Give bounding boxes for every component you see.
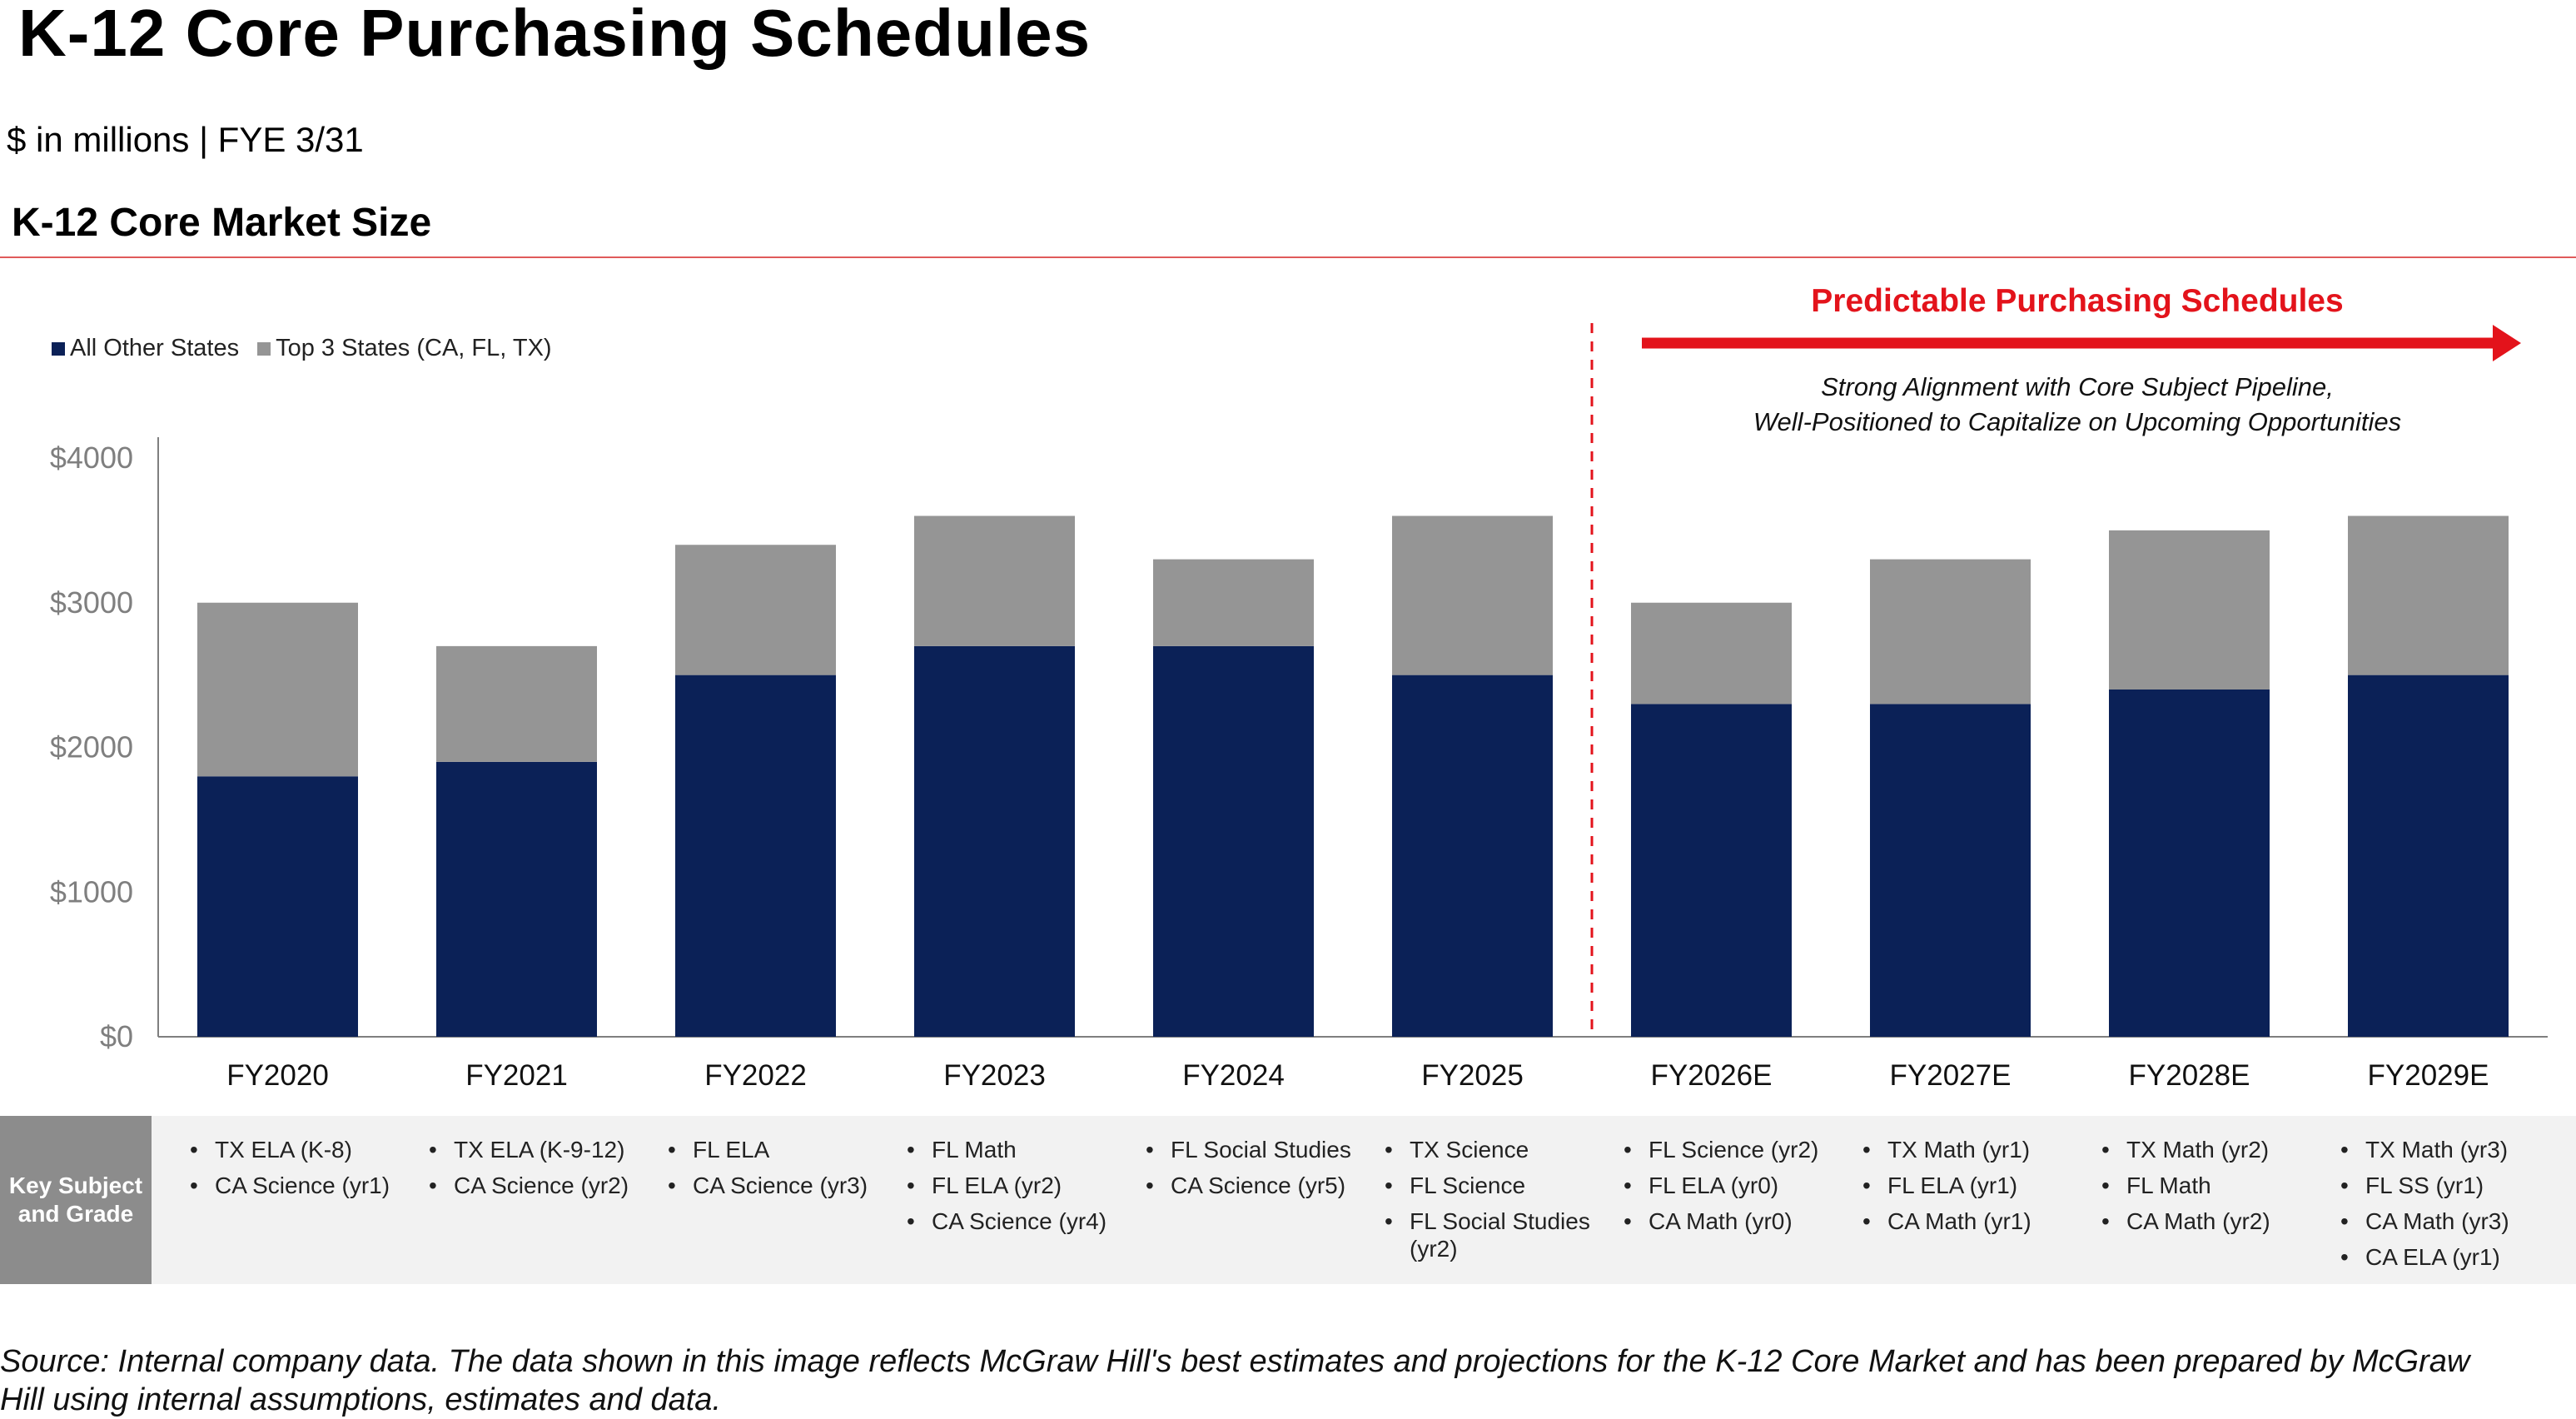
bar-top-3-states	[675, 545, 836, 675]
key-subject-item: FL ELA (yr0)	[1624, 1172, 1848, 1199]
key-subject-item: CA ELA (yr1)	[2340, 1243, 2565, 1271]
bar-all-other-states	[1153, 645, 1314, 1037]
legend-label-all-other: All Other States	[70, 335, 240, 361]
legend-swatch-top3	[257, 341, 271, 356]
section-title: K-12 Core Market Size	[12, 201, 432, 245]
key-subject-item: FL Math	[907, 1136, 1131, 1163]
key-subject-item: TX Science	[1385, 1136, 1609, 1163]
callout-text: Strong Alignment with Core Subject Pipel…	[1640, 370, 2514, 440]
callout-text-line-1: Strong Alignment with Core Subject Pipel…	[1821, 372, 2334, 401]
bar-top-3-states	[2109, 530, 2270, 690]
callout-arrow-head	[2493, 325, 2521, 361]
bar-all-other-states	[436, 761, 597, 1037]
key-subject-item: CA Science (yr5)	[1146, 1172, 1370, 1199]
bar-top-3-states	[1153, 559, 1314, 646]
key-subject-column: TX Math (yr3) FL SS (yr1) CA Math (yr3) CA …	[2340, 1136, 2565, 1279]
key-subjects-label: Key Subject and Grade	[0, 1116, 152, 1284]
legend-label-top3: Top 3 States (CA, FL, TX)	[276, 335, 552, 361]
key-subject-item: FL ELA	[668, 1136, 893, 1163]
x-tick-label: FY2022	[704, 1059, 807, 1092]
bar-top-3-states	[1392, 515, 1553, 675]
bar-all-other-states	[197, 776, 358, 1037]
x-tick-label: FY2029E	[2368, 1059, 2489, 1092]
bar-all-other-states	[2109, 690, 2270, 1037]
page-title: K-12 Core Purchasing Schedules	[18, 0, 1092, 70]
key-subject-item: FL Math	[2101, 1172, 2326, 1199]
key-subject-item: FL SS (yr1)	[2340, 1172, 2565, 1199]
bar-all-other-states	[675, 675, 836, 1037]
units-subtitle: $ in millions | FYE 3/31	[7, 120, 364, 159]
x-tick-label: FY2024	[1182, 1059, 1285, 1092]
key-subject-item: FL Social Studies	[1146, 1136, 1370, 1163]
chart-legend: All Other States Top 3 States (CA, FL, T…	[52, 335, 552, 362]
key-subject-column: FL ELA CA Science (yr3)	[668, 1136, 893, 1207]
bar-all-other-states	[1392, 675, 1553, 1037]
key-subject-column: TX Math (yr2) FL Math CA Math (yr2)	[2101, 1136, 2326, 1243]
y-tick-label: $2000	[50, 730, 133, 764]
key-subject-item: CA Science (yr3)	[668, 1172, 893, 1199]
key-subject-column: FL Science (yr2) FL ELA (yr0) CA Math (yr0…	[1624, 1136, 1848, 1243]
bar-all-other-states	[2348, 675, 2509, 1037]
x-tick-label: FY2028E	[2129, 1059, 2250, 1092]
key-subject-item: TX Math (yr2)	[2101, 1136, 2326, 1163]
bar-all-other-states	[914, 645, 1075, 1037]
key-subject-item: FL ELA (yr2)	[907, 1172, 1131, 1199]
bar-all-other-states	[1631, 704, 1792, 1037]
key-subject-item: FL Social Studies (yr2)	[1385, 1207, 1609, 1262]
key-subject-item: CA Science (yr1)	[190, 1172, 415, 1199]
bar-top-3-states	[1870, 559, 2031, 705]
x-tick-label: FY2026E	[1651, 1059, 1773, 1092]
bar-top-3-states	[436, 645, 597, 762]
bar-top-3-states	[1631, 602, 1792, 705]
bar-top-3-states	[2348, 515, 2509, 675]
key-subject-item: CA Math (yr0)	[1624, 1207, 1848, 1235]
callout-title: Predictable Purchasing Schedules	[1811, 283, 2344, 319]
market-size-chart: $0 $1000 $2000 $3000 $4000 FY2020 FY2021 FY2022…	[50, 323, 2548, 1092]
key-subject-column: TX Science FL Science FL Social Studies (y…	[1385, 1136, 1609, 1271]
bar-top-3-states	[914, 515, 1075, 646]
key-subject-column: TX Math (yr1) FL ELA (yr1) CA Math (yr1)	[1862, 1136, 2087, 1243]
bar-all-other-states	[1870, 704, 2031, 1037]
key-subject-item: TX Math (yr1)	[1862, 1136, 2087, 1163]
key-subject-item: TX ELA (K-9-12)	[429, 1136, 654, 1163]
x-tick-label: FY2025	[1421, 1059, 1524, 1092]
key-subject-item: FL ELA (yr1)	[1862, 1172, 2087, 1199]
x-tick-label: FY2023	[943, 1059, 1046, 1092]
key-subject-item: CA Science (yr4)	[907, 1207, 1131, 1235]
key-subject-item: CA Science (yr2)	[429, 1172, 654, 1199]
x-tick-label: FY2020	[226, 1059, 329, 1092]
key-subject-item: CA Math (yr2)	[2101, 1207, 2326, 1235]
callout-text-line-2: Well-Positioned to Capitalize on Upcomin…	[1753, 407, 2402, 436]
y-tick-label: $0	[100, 1019, 133, 1053]
y-tick-label: $4000	[50, 441, 133, 475]
section-divider	[0, 256, 2576, 258]
y-tick-label: $1000	[50, 874, 133, 909]
key-subject-column: TX ELA (K-8) CA Science (yr1)	[190, 1136, 415, 1207]
source-note: Source: Internal company data. The data …	[0, 1344, 2470, 1417]
key-subject-item: CA Math (yr1)	[1862, 1207, 2087, 1235]
key-subject-item: FL Science	[1385, 1172, 1609, 1199]
legend-item-top3: Top 3 States (CA, FL, TX)	[257, 335, 552, 362]
bar-top-3-states	[197, 602, 358, 777]
key-subject-item: TX ELA (K-8)	[190, 1136, 415, 1163]
key-subject-item: TX Math (yr3)	[2340, 1136, 2565, 1163]
key-subject-column: TX ELA (K-9-12) CA Science (yr2)	[429, 1136, 654, 1207]
legend-swatch-all-other	[52, 341, 65, 356]
key-subject-item: FL Science (yr2)	[1624, 1136, 1848, 1163]
x-tick-label: FY2021	[465, 1059, 568, 1092]
key-subject-column: FL Math FL ELA (yr2) CA Science (yr4)	[907, 1136, 1131, 1243]
legend-item-all-other: All Other States	[52, 335, 239, 362]
x-tick-label: FY2027E	[1890, 1059, 2012, 1092]
key-subject-column: FL Social Studies CA Science (yr5)	[1146, 1136, 1370, 1207]
key-subject-item: CA Math (yr3)	[2340, 1207, 2565, 1235]
y-tick-label: $3000	[50, 585, 133, 620]
